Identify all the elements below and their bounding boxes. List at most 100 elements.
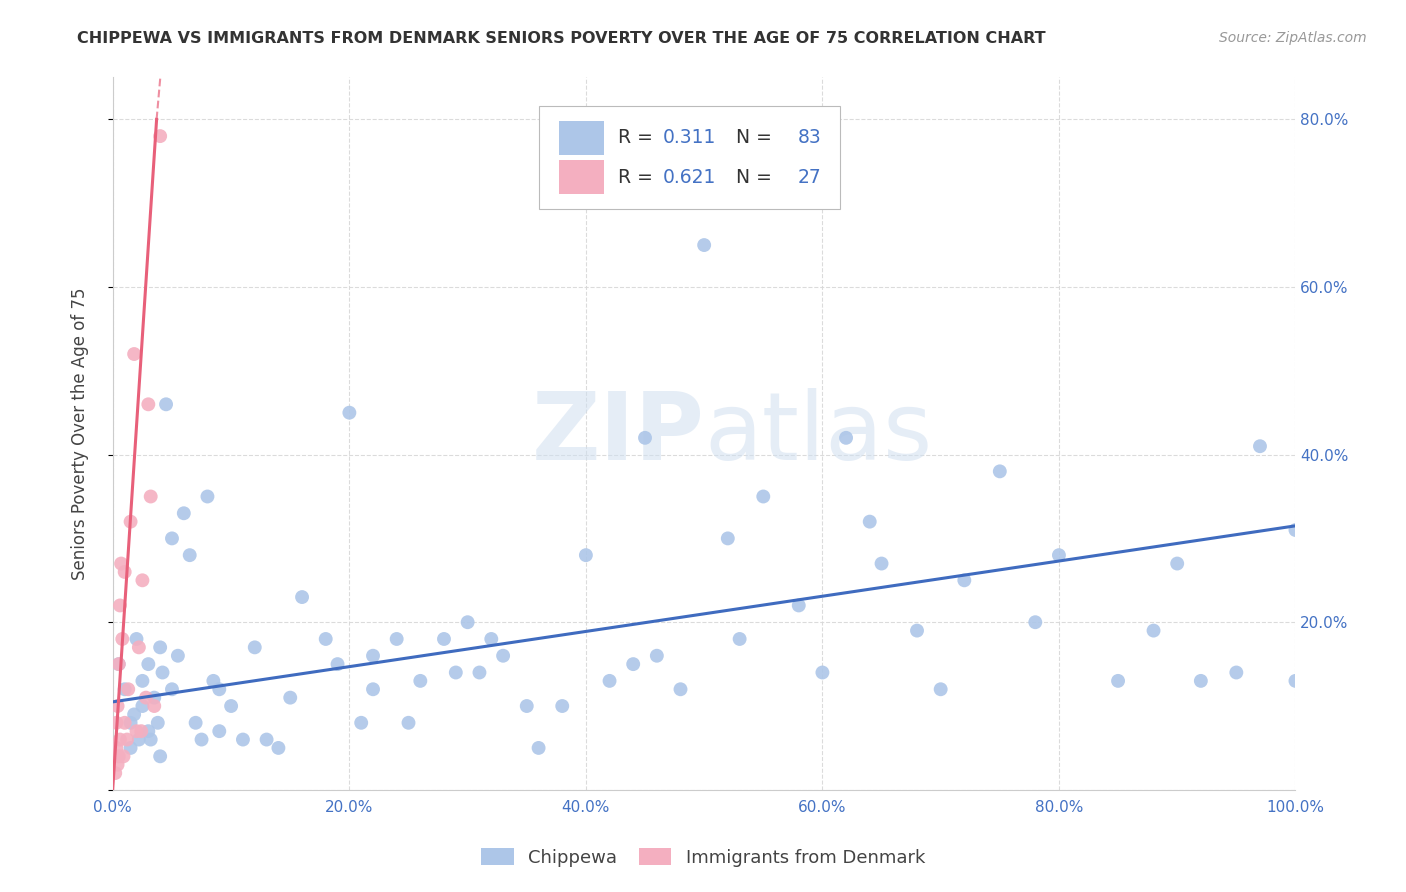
Point: [110, 557, 132, 571]
Point: [479, 632, 502, 646]
Point: [107, 657, 129, 672]
Point: [125, 724, 148, 739]
Point: [120, 715, 142, 730]
Point: [122, 347, 145, 361]
Point: [152, 665, 174, 680]
Point: [905, 624, 928, 638]
Point: [219, 699, 242, 714]
Point: [149, 749, 172, 764]
Point: [160, 682, 183, 697]
Point: [167, 648, 190, 663]
Point: [1225, 665, 1247, 680]
Point: [409, 673, 432, 688]
Point: [350, 715, 373, 730]
Point: [787, 599, 810, 613]
Point: [444, 665, 467, 680]
FancyBboxPatch shape: [558, 160, 603, 194]
Y-axis label: Seniors Poverty Over the Age of 75: Seniors Poverty Over the Age of 75: [72, 287, 89, 580]
Point: [717, 532, 740, 546]
Point: [599, 673, 621, 688]
Point: [859, 515, 882, 529]
Point: [146, 715, 169, 730]
Point: [1047, 548, 1070, 562]
Point: [107, 749, 129, 764]
Text: atlas: atlas: [704, 388, 932, 480]
Text: 0.621: 0.621: [662, 168, 716, 186]
Point: [139, 732, 162, 747]
Point: [457, 615, 479, 630]
Point: [120, 740, 142, 755]
Point: [160, 532, 183, 546]
Point: [433, 632, 456, 646]
Point: [278, 690, 301, 705]
Point: [108, 599, 131, 613]
Point: [107, 657, 129, 672]
Point: [107, 757, 129, 772]
Text: N =: N =: [724, 128, 778, 147]
Point: [1024, 615, 1046, 630]
Point: [104, 766, 127, 780]
Point: [136, 657, 159, 672]
Point: [492, 648, 515, 663]
Point: [551, 699, 574, 714]
Text: R =: R =: [617, 128, 658, 147]
Point: [114, 565, 136, 579]
Point: [112, 749, 135, 764]
Point: [131, 673, 153, 688]
Point: [1284, 673, 1306, 688]
Point: [575, 548, 598, 562]
Point: [149, 129, 172, 144]
Point: [385, 632, 408, 646]
Point: [1107, 673, 1129, 688]
Point: [184, 715, 207, 730]
Point: [243, 640, 266, 655]
Point: [1249, 439, 1271, 453]
Point: [114, 715, 136, 730]
Point: [634, 431, 657, 445]
Point: [752, 490, 775, 504]
Point: [139, 490, 162, 504]
Point: [361, 648, 384, 663]
Point: [108, 732, 131, 747]
Point: [1284, 523, 1306, 537]
Point: [129, 724, 152, 739]
Point: [811, 665, 834, 680]
Point: [693, 238, 716, 252]
Point: [208, 724, 231, 739]
Point: [256, 732, 278, 747]
Point: [870, 557, 893, 571]
Point: [143, 690, 166, 705]
Point: [468, 665, 491, 680]
Text: Source: ZipAtlas.com: Source: ZipAtlas.com: [1219, 31, 1367, 45]
Point: [128, 732, 150, 747]
Point: [929, 682, 952, 697]
Point: [143, 699, 166, 714]
Text: 0.311: 0.311: [662, 128, 716, 147]
Point: [527, 740, 550, 755]
Point: [232, 732, 254, 747]
Point: [173, 506, 195, 520]
Point: [120, 515, 142, 529]
Text: ZIP: ZIP: [531, 388, 704, 480]
Point: [621, 657, 644, 672]
Point: [105, 715, 128, 730]
Point: [1142, 624, 1164, 638]
Point: [398, 715, 420, 730]
Point: [122, 707, 145, 722]
Point: [835, 431, 858, 445]
Point: [361, 682, 384, 697]
Point: [645, 648, 668, 663]
Text: 83: 83: [797, 128, 821, 147]
Point: [135, 690, 157, 705]
Point: [107, 699, 129, 714]
Point: [114, 682, 136, 697]
FancyBboxPatch shape: [538, 106, 841, 210]
Point: [155, 397, 177, 411]
Point: [117, 682, 139, 697]
Point: [516, 699, 538, 714]
Point: [208, 682, 231, 697]
Point: [202, 673, 225, 688]
Point: [315, 632, 337, 646]
Point: [149, 640, 172, 655]
Text: 27: 27: [797, 168, 821, 186]
